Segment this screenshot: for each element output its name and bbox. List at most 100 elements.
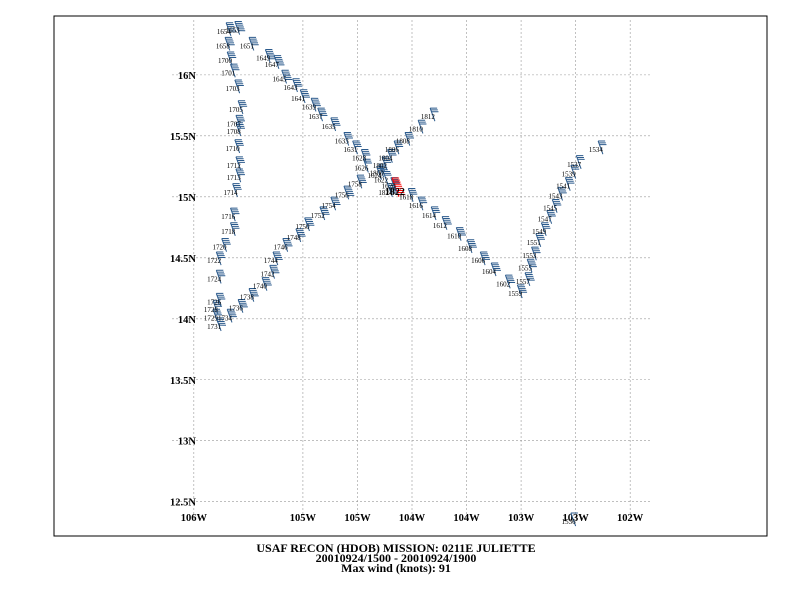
observation-time-label: 1756 [335,191,350,199]
observation-time-label: 1651 [240,42,255,50]
wind-barb [546,210,556,224]
wind-barb [235,122,245,137]
caption-time-range: 20010924/1500 - 20010924/1900 [315,551,477,565]
caption-max-wind: Max wind (knots): 91 [341,561,451,575]
wind-barb [281,69,293,84]
wind-barb [264,49,276,63]
y-tick-label: 14N [178,315,197,326]
observation-time-label: 1653 [226,27,241,35]
observation-time-label: 1606 [471,257,486,265]
observation-time-label: 1614 [422,212,437,220]
wind-barb [226,308,237,323]
y-tick-label: 12.5N [170,498,196,509]
observation-time-label: 1810 [409,125,424,133]
wind-barb [221,238,231,252]
observation-time-label: 1802 [373,162,388,170]
y-axis-labels: 16N 15.5N 15N 14.5N 14N 13.5N 13N 12.5N [170,71,196,509]
observation-time-label: 1616 [409,202,424,210]
y-tick-label: 13.5N [170,376,196,387]
wind-barb [317,107,328,122]
wind-barb [570,164,580,179]
wind-barb [356,174,367,189]
observation-time-label: 1626 [354,164,369,172]
wind-barb [226,51,237,66]
wind-barb [282,238,293,252]
observation-time-label: 1557 [516,278,531,286]
observation-time-label: 1641 [291,95,306,103]
wind-barb [535,233,545,248]
x-tick-label: 103W [508,513,535,524]
wind-barb [466,239,477,254]
observation-time-label: 1628 [352,155,367,163]
x-tick-label: 104W [453,513,480,524]
wind-barb [479,251,490,266]
wind-barb [557,186,567,201]
wind-barb [234,20,246,35]
observation-time-label: 1736 [229,305,244,313]
x-tick-label: 105W [344,513,371,524]
wind-barb [524,272,535,287]
observation-time-label: 1624 [367,172,382,180]
observation-time-label: 1618 [399,194,414,202]
y-tick-label: 14.5N [170,254,196,265]
observation-time-label: 1631 [343,146,358,154]
wind-barb [531,246,541,261]
wind-barb [387,183,398,198]
observation-time-label: 1708 [227,128,242,136]
x-tick-label: 102W [617,513,644,524]
wind-barb [225,22,237,37]
wind-barb [376,166,386,180]
observation-time-label: 1620 [382,183,397,191]
wind-barb [299,89,310,104]
observation-time-label: 1724 [207,275,222,283]
observation-time-label: 1758 [348,180,363,188]
observation-time-label: 1658 [216,42,231,50]
wind-barb [516,284,528,299]
observation-time-label: 1740 [253,283,268,291]
wind-barb [215,251,226,266]
observation-time-label: 1731 [207,323,222,331]
caption-mission: USAF RECON (HDOB) MISSION: 0211E JULIETT… [256,541,536,555]
observation-time-label: 1622 [374,177,389,185]
wind-barb [455,227,466,241]
observation-time-label: 1604 [482,268,497,276]
wind-barb [215,317,226,332]
observation-time-label: 1654 [217,28,232,36]
wind-barb [551,199,562,213]
wind-barb [304,217,315,232]
wind-barb [212,300,223,315]
observation-time-label: 1559 [508,290,523,298]
x-tick-label: 103W [563,513,590,524]
observation-time-label: 1547 [538,216,553,224]
wind-barb [235,114,245,129]
observation-time-label: 1808 [396,138,411,146]
wind-barb [597,140,607,155]
observation-time-label: 1804 [378,155,393,163]
wind-barb [230,63,240,78]
observation-time-label: 1722 [207,257,222,265]
wind-barb [540,222,551,237]
wind-barb [490,262,501,277]
wind-barb [330,196,341,211]
wind-barb [232,183,242,198]
wind-barb [504,274,516,289]
wind-barb [230,207,240,222]
wind-barb [273,55,285,69]
wind-barb [564,177,575,191]
wind-barb [429,107,439,122]
observation-time-label: 1649 [256,55,271,63]
wind-barb [407,188,418,202]
observation-time-label: 1637 [309,113,324,121]
observation-time-label: 1610 [447,233,462,241]
wind-barb [393,140,404,155]
observation-time-label: 1800 [370,169,385,177]
observation-time-label: 1824 [378,189,393,197]
observation-time-label: 1750 [295,223,310,231]
observation-time-label: 1541 [556,183,571,191]
x-tick-label: 106W [181,513,208,524]
wind-barb [248,288,259,302]
wind-barb [230,222,240,237]
observation-time-label: 1812 [421,113,436,121]
wind-barb [224,36,235,51]
